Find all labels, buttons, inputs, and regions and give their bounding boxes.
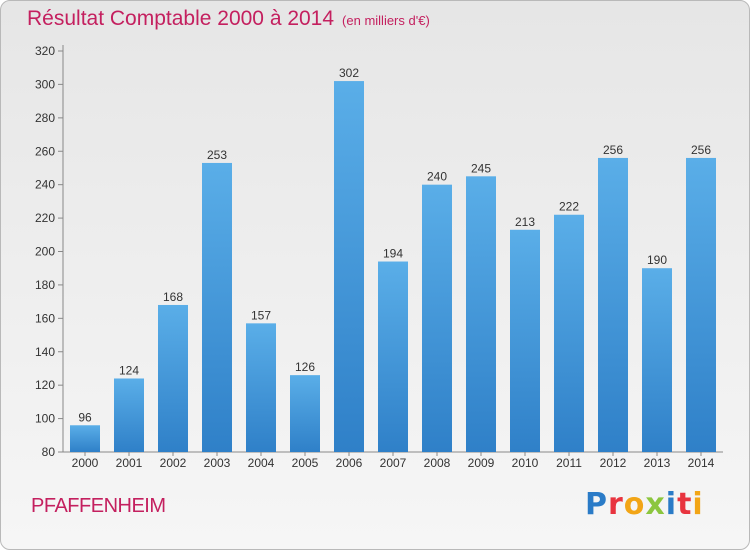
- x-tick-label: 2013: [644, 456, 671, 470]
- y-tick-label: 160: [35, 311, 55, 325]
- bar: [70, 425, 100, 452]
- bar: [686, 157, 716, 452]
- chart-title: Résultat Comptable 2000 à 2014 (en millie…: [27, 7, 430, 31]
- data-label: 213: [515, 215, 535, 229]
- data-label: 253: [207, 148, 227, 162]
- data-label: 157: [251, 308, 271, 322]
- x-tick-label: 2000: [72, 456, 99, 470]
- bar: [466, 176, 496, 452]
- bar: [598, 157, 628, 452]
- data-label: 240: [427, 170, 447, 184]
- bar: [114, 378, 144, 452]
- title-text: Résultat Comptable 2000 à 2014: [27, 7, 335, 30]
- y-tick-label: 260: [35, 144, 55, 158]
- bar: [510, 229, 540, 452]
- y-tick-label: 180: [35, 278, 55, 292]
- x-tick-label: 2006: [336, 456, 363, 470]
- bar: [246, 323, 276, 452]
- data-label: 256: [691, 143, 711, 157]
- data-label: 126: [295, 360, 315, 374]
- y-tick-label: 80: [42, 445, 56, 459]
- y-tick-label: 320: [35, 44, 55, 58]
- place-name: PFAFFENHEIM: [31, 495, 166, 517]
- proxiti-logo: Proxiti: [585, 487, 704, 522]
- x-tick-label: 2005: [292, 456, 319, 470]
- data-label: 190: [647, 253, 667, 267]
- x-tick-label: 2003: [204, 456, 231, 470]
- x-tick-label: 2008: [424, 456, 451, 470]
- y-tick-label: 140: [35, 345, 55, 359]
- x-tick-label: 2002: [160, 456, 187, 470]
- y-tick-label: 220: [35, 211, 55, 225]
- x-tick-label: 2010: [512, 456, 539, 470]
- bar: [378, 261, 408, 452]
- data-label: 222: [559, 200, 579, 214]
- x-tick-label: 2007: [380, 456, 407, 470]
- bar: [158, 304, 188, 452]
- y-tick-label: 240: [35, 178, 55, 192]
- x-tick-label: 2001: [116, 456, 143, 470]
- x-tick-label: 2011: [556, 456, 582, 470]
- y-tick-label: 120: [35, 378, 55, 392]
- unit-text: (en milliers d'€): [342, 13, 430, 28]
- data-label: 245: [471, 161, 491, 175]
- x-tick-label: 2012: [600, 456, 627, 470]
- x-tick-label: 2004: [248, 456, 275, 470]
- data-label: 124: [119, 363, 139, 377]
- y-tick-label: 280: [35, 111, 55, 125]
- y-tick-label: 300: [35, 77, 55, 91]
- bar: [334, 81, 364, 452]
- data-label: 168: [163, 290, 183, 304]
- data-label: 302: [339, 66, 359, 80]
- data-label: 194: [383, 247, 403, 261]
- bars-group: [70, 81, 716, 452]
- y-tick-label: 100: [35, 412, 55, 426]
- data-label: 96: [78, 410, 92, 424]
- x-tick-label: 2014: [688, 456, 715, 470]
- bar: [554, 214, 584, 452]
- bar: [422, 184, 452, 452]
- x-tick-label: 2009: [468, 456, 495, 470]
- y-tick-label: 200: [35, 245, 55, 259]
- bar: [202, 162, 232, 452]
- labels-group: 2000 96 2001 124 2002 168 2003 253 2004 157 2005 12…: [72, 66, 715, 470]
- bar: [290, 375, 320, 452]
- data-label: 256: [603, 143, 623, 157]
- bar: [642, 268, 672, 452]
